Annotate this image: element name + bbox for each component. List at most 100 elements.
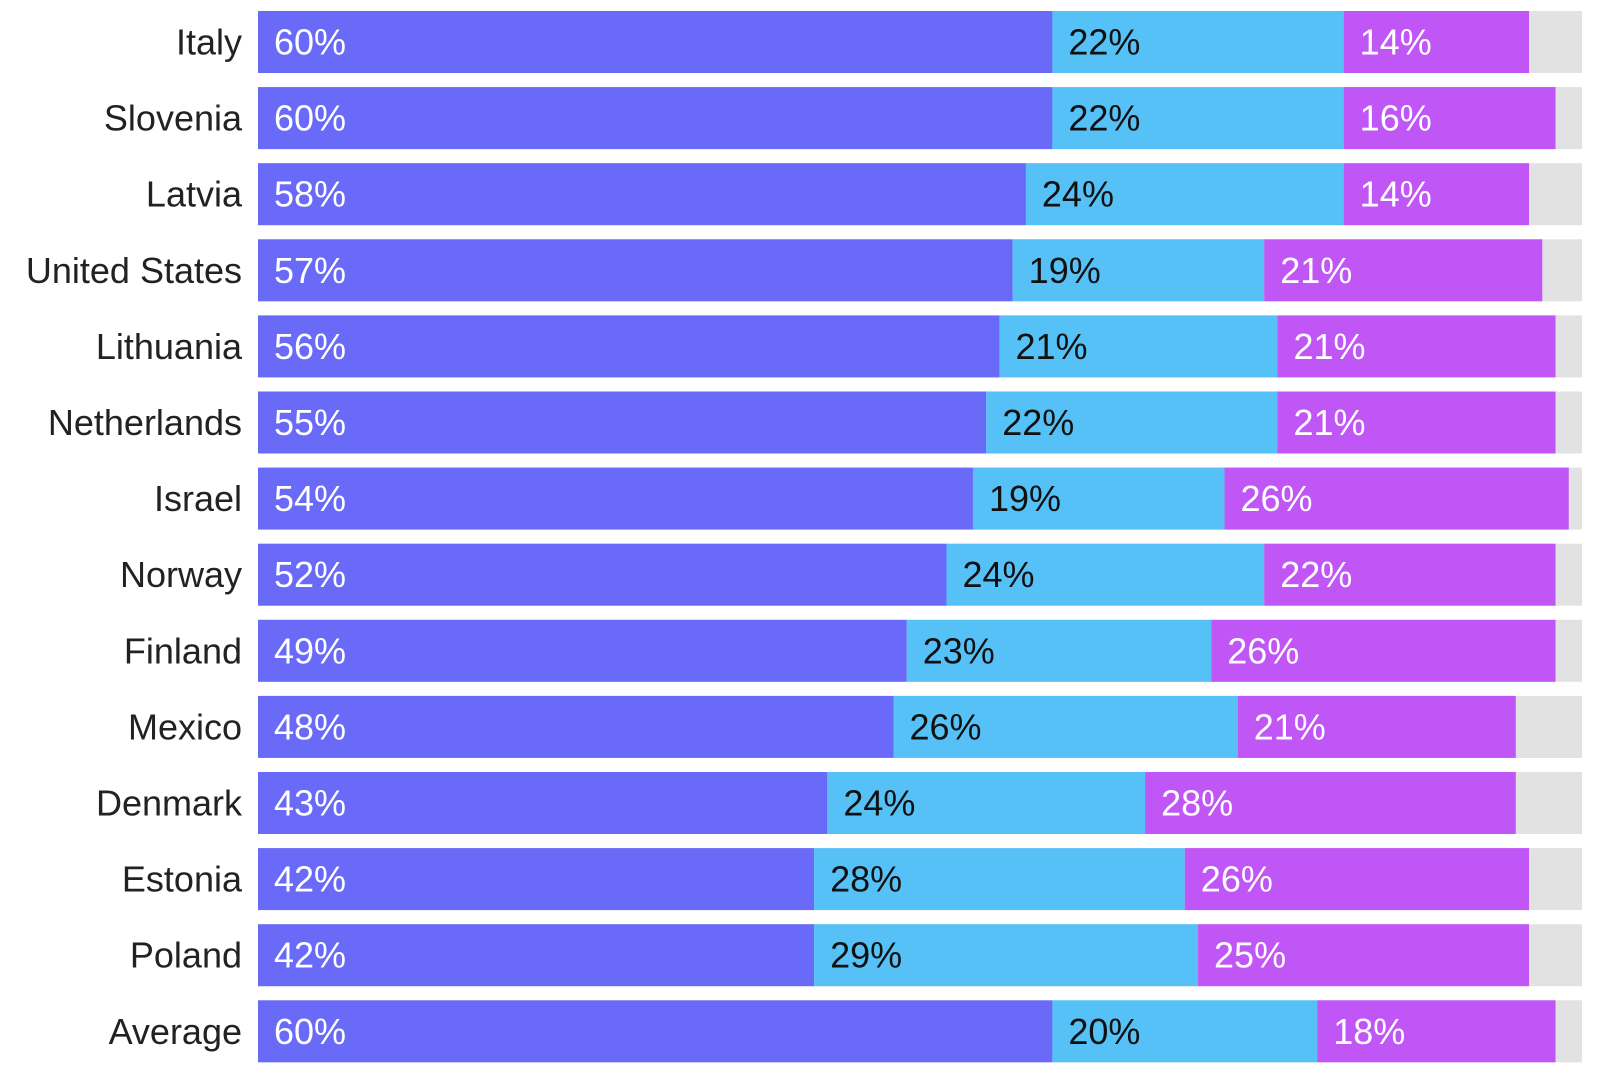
bar-segment <box>906 619 1212 682</box>
data-label: 14% <box>1360 174 1432 215</box>
category-label: Average <box>109 1011 242 1052</box>
bar-segment <box>1184 848 1530 911</box>
data-label: 42% <box>274 935 346 976</box>
bar-segment <box>1264 239 1543 302</box>
data-label: 24% <box>1042 174 1114 215</box>
data-label: 25% <box>1214 935 1286 976</box>
category-label: Israel <box>154 478 242 519</box>
category-label: Latvia <box>146 174 243 215</box>
bar-segment <box>258 848 815 911</box>
bar-segment <box>986 391 1278 454</box>
data-label: 20% <box>1068 1011 1140 1052</box>
bar-segment <box>258 11 1053 73</box>
bar-segment <box>999 315 1278 378</box>
bar-segment <box>1012 239 1265 302</box>
data-label: 21% <box>1293 402 1365 443</box>
bar-segment <box>258 619 907 682</box>
data-label: 21% <box>1254 706 1326 747</box>
bar-segment <box>1198 924 1530 987</box>
data-label: 26% <box>1241 478 1313 519</box>
bar-segment <box>1264 543 1556 606</box>
data-label: 14% <box>1360 22 1432 63</box>
bar-segment <box>1343 11 1530 73</box>
category-label: Italy <box>176 22 242 63</box>
data-label: 60% <box>274 98 346 139</box>
data-label: 55% <box>274 402 346 443</box>
bar-segment <box>1052 11 1344 73</box>
data-label: 19% <box>1029 250 1101 291</box>
bar-segment <box>1224 467 1569 530</box>
category-label: Lithuania <box>96 326 243 367</box>
bar-segment <box>258 87 1053 150</box>
data-label: 42% <box>274 859 346 900</box>
bar-segment <box>893 695 1238 758</box>
bar-segment <box>1277 315 1556 378</box>
category-label: Mexico <box>128 706 242 747</box>
data-label: 18% <box>1333 1011 1405 1052</box>
bar-segment <box>1343 163 1530 226</box>
data-label: 19% <box>989 478 1061 519</box>
data-label: 23% <box>923 630 995 671</box>
bar-segment <box>1052 1000 1318 1063</box>
bar-segment <box>972 467 1225 530</box>
category-label: Netherlands <box>48 402 242 443</box>
data-label: 49% <box>274 630 346 671</box>
bar-segment <box>258 391 987 454</box>
data-label: 24% <box>843 783 915 824</box>
category-label: Norway <box>120 554 242 595</box>
category-label: Poland <box>130 935 242 976</box>
bar-segment <box>1237 695 1516 758</box>
bar-segment <box>946 543 1265 606</box>
category-label: Finland <box>124 630 242 671</box>
data-label: 29% <box>830 935 902 976</box>
data-label: 21% <box>1280 250 1352 291</box>
data-label: 52% <box>274 554 346 595</box>
data-label: 21% <box>1015 326 1087 367</box>
bar-segment <box>258 163 1026 226</box>
category-label: Slovenia <box>104 98 243 139</box>
bar-segment <box>258 543 947 606</box>
data-label: 26% <box>1201 859 1273 900</box>
data-label: 28% <box>1161 783 1233 824</box>
data-label: 57% <box>274 250 346 291</box>
data-label: 21% <box>1293 326 1365 367</box>
bar-segment <box>827 772 1146 834</box>
bar-segment <box>258 239 1013 302</box>
data-label: 28% <box>830 859 902 900</box>
data-label: 22% <box>1280 554 1352 595</box>
data-label: 60% <box>274 22 346 63</box>
data-label: 48% <box>274 706 346 747</box>
data-label: 26% <box>910 706 982 747</box>
bar-segment <box>258 924 815 987</box>
bar-segment <box>1145 772 1516 834</box>
data-label: 54% <box>274 478 346 519</box>
bar-segment <box>1211 619 1556 682</box>
data-label: 16% <box>1360 98 1432 139</box>
data-label: 24% <box>962 554 1034 595</box>
data-label: 60% <box>274 1011 346 1052</box>
category-label: Estonia <box>122 859 243 900</box>
bar-segment <box>258 315 1000 378</box>
bar-segment <box>258 467 973 530</box>
bar-segment <box>258 772 828 834</box>
bar-segment <box>258 695 894 758</box>
bar-segment <box>1343 87 1556 150</box>
bar-segment <box>814 848 1185 911</box>
data-label: 22% <box>1068 98 1140 139</box>
data-label: 22% <box>1002 402 1074 443</box>
bar-segment <box>1025 163 1344 226</box>
data-label: 43% <box>274 783 346 824</box>
bar-segment <box>258 1000 1053 1063</box>
bar-segment <box>814 924 1199 987</box>
category-label: United States <box>26 250 242 291</box>
category-label: Denmark <box>96 783 243 824</box>
data-label: 56% <box>274 326 346 367</box>
bar-segment <box>1317 1000 1556 1063</box>
data-label: 26% <box>1227 630 1299 671</box>
bar-segment <box>1052 87 1344 150</box>
data-label: 22% <box>1068 22 1140 63</box>
bar-segment <box>1277 391 1556 454</box>
data-label: 58% <box>274 174 346 215</box>
